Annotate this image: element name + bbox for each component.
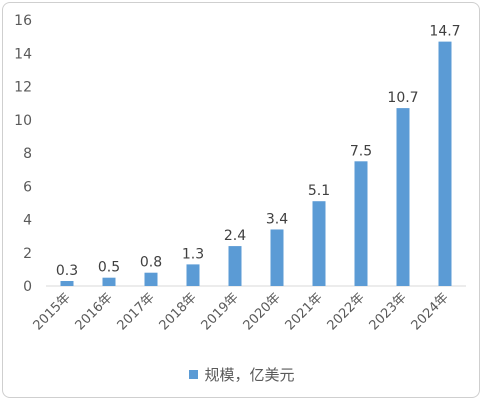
x-tick-label: 2019年 bbox=[199, 290, 242, 333]
y-tick-label: 12 bbox=[14, 80, 32, 96]
y-tick-label: 10 bbox=[14, 113, 32, 129]
bar bbox=[270, 229, 284, 286]
x-tick-label: 2017年 bbox=[115, 290, 158, 333]
x-tick-label: 2020年 bbox=[241, 290, 284, 333]
bar bbox=[60, 281, 74, 286]
x-tick-label: 2022年 bbox=[325, 290, 368, 333]
data-label: 0.5 bbox=[98, 260, 120, 276]
x-tick-label: 2016年 bbox=[73, 290, 116, 333]
bar bbox=[354, 161, 368, 286]
bar bbox=[228, 246, 242, 286]
legend: 规模，亿美元 bbox=[0, 364, 484, 385]
y-tick-label: 0 bbox=[23, 279, 32, 295]
y-tick-label: 4 bbox=[23, 213, 32, 229]
bar bbox=[438, 41, 452, 286]
y-tick-label: 14 bbox=[14, 46, 32, 62]
x-tick-label: 2015年 bbox=[31, 290, 74, 333]
data-label: 3.4 bbox=[266, 211, 288, 227]
data-label: 14.7 bbox=[429, 24, 460, 40]
data-label: 10.7 bbox=[387, 90, 418, 106]
data-label: 0.8 bbox=[140, 255, 162, 271]
data-label: 7.5 bbox=[350, 143, 372, 159]
y-tick-label: 8 bbox=[23, 146, 32, 162]
y-tick-label: 6 bbox=[23, 179, 32, 195]
y-tick-label: 16 bbox=[14, 13, 32, 29]
data-label: 2.4 bbox=[224, 228, 246, 244]
data-label: 0.3 bbox=[56, 263, 78, 279]
bar bbox=[312, 201, 326, 286]
x-tick-label: 2023年 bbox=[367, 290, 410, 333]
x-tick-label: 2018年 bbox=[157, 290, 200, 333]
bar bbox=[186, 264, 200, 286]
data-label: 1.3 bbox=[182, 246, 204, 262]
bar bbox=[144, 272, 158, 286]
bar bbox=[102, 277, 116, 286]
legend-swatch bbox=[189, 370, 199, 379]
data-label: 5.1 bbox=[308, 183, 330, 199]
y-tick-label: 2 bbox=[23, 246, 32, 262]
x-tick-label: 2021年 bbox=[283, 290, 326, 333]
legend-label: 规模，亿美元 bbox=[204, 366, 295, 384]
bar bbox=[396, 108, 410, 286]
x-tick-label: 2024年 bbox=[409, 290, 452, 333]
